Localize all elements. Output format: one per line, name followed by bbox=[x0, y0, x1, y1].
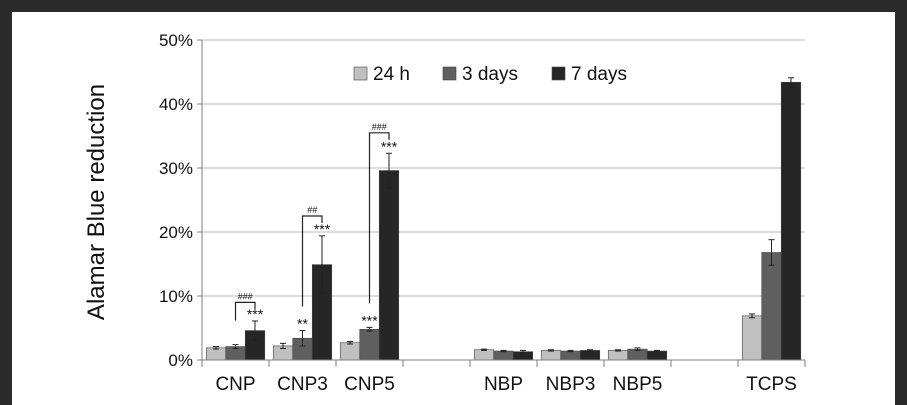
bar-24-h-NBP3 bbox=[540, 350, 562, 361]
legend-swatch bbox=[353, 66, 368, 81]
significance-star-label: *** bbox=[381, 138, 398, 154]
legend-swatch bbox=[551, 66, 566, 81]
significance-star-label: ** bbox=[297, 316, 308, 332]
bar-7-days-NBP5 bbox=[646, 350, 668, 361]
error-bars bbox=[213, 77, 794, 354]
annotations: ***###*****##******### bbox=[234, 122, 398, 332]
y-tick-label: 40% bbox=[159, 95, 193, 114]
legend-label: 24 h bbox=[373, 64, 410, 85]
x-tick-label: NBP5 bbox=[613, 374, 663, 395]
x-tick-label: CNP3 bbox=[277, 374, 328, 395]
bar-24-h-TCPS bbox=[741, 315, 763, 361]
y-axis-label: Alamar Blue reduction bbox=[83, 84, 110, 320]
legend-swatch bbox=[442, 66, 457, 81]
significance-bracket bbox=[301, 215, 323, 307]
bar-3-days-TCPS bbox=[761, 252, 782, 361]
bar-24-h-CNP5 bbox=[339, 342, 361, 361]
significance-star-label: *** bbox=[314, 221, 331, 237]
bar-7-days-CNP5 bbox=[378, 170, 400, 361]
bar-3-days-CNP5 bbox=[359, 328, 380, 361]
bar-7-days-NBP3 bbox=[579, 350, 601, 361]
bar-24-h-CNP bbox=[205, 347, 227, 361]
x-tick-label: NBP bbox=[484, 374, 523, 395]
bar-3-days-NBP bbox=[493, 350, 514, 361]
significance-hash-label: ### bbox=[238, 291, 253, 301]
y-tick-label: 50% bbox=[159, 31, 193, 50]
y-tick-label: 30% bbox=[159, 159, 193, 178]
x-tick-label: TCPS bbox=[746, 374, 797, 395]
legend-label: 7 days bbox=[571, 64, 627, 85]
y-tick-label: 20% bbox=[159, 223, 193, 242]
bar-7-days-TCPS bbox=[780, 81, 802, 361]
significance-hash-label: ### bbox=[372, 122, 387, 132]
bar-3-days-NBP3 bbox=[560, 350, 581, 361]
y-tick-label: 0% bbox=[168, 351, 193, 370]
bars bbox=[205, 81, 802, 361]
x-tick-label: CNP5 bbox=[344, 374, 395, 395]
significance-bracket bbox=[368, 132, 390, 304]
x-tick-label: NBP3 bbox=[546, 374, 596, 395]
x-axis: CNP CNP3 CNP5 NBP NBP3 NBP5 TCPS bbox=[201, 359, 806, 395]
significance-bracket bbox=[234, 301, 256, 321]
significance-hash-label: ## bbox=[307, 205, 317, 215]
legend: 24 h 3 days 7 days bbox=[353, 64, 627, 85]
x-tick-label: CNP bbox=[215, 374, 255, 395]
bar-chart: 0%10%20%30%40%50% ***###*****##******###… bbox=[83, 31, 806, 395]
significance-star-label: *** bbox=[361, 312, 378, 328]
y-tick-label: 10% bbox=[159, 287, 193, 306]
y-axis: 0% 10% 20% 30% 40% 50% bbox=[159, 31, 203, 370]
legend-label: 3 days bbox=[462, 64, 518, 85]
significance-star-label: *** bbox=[247, 306, 264, 322]
bar-24-h-NBP5 bbox=[607, 350, 629, 361]
bar-24-h-NBP bbox=[473, 349, 495, 361]
chart-frame: 0% 10% 20% 30% 40% 50% *** ### ** *** ## *** *** ###… bbox=[12, 12, 895, 405]
